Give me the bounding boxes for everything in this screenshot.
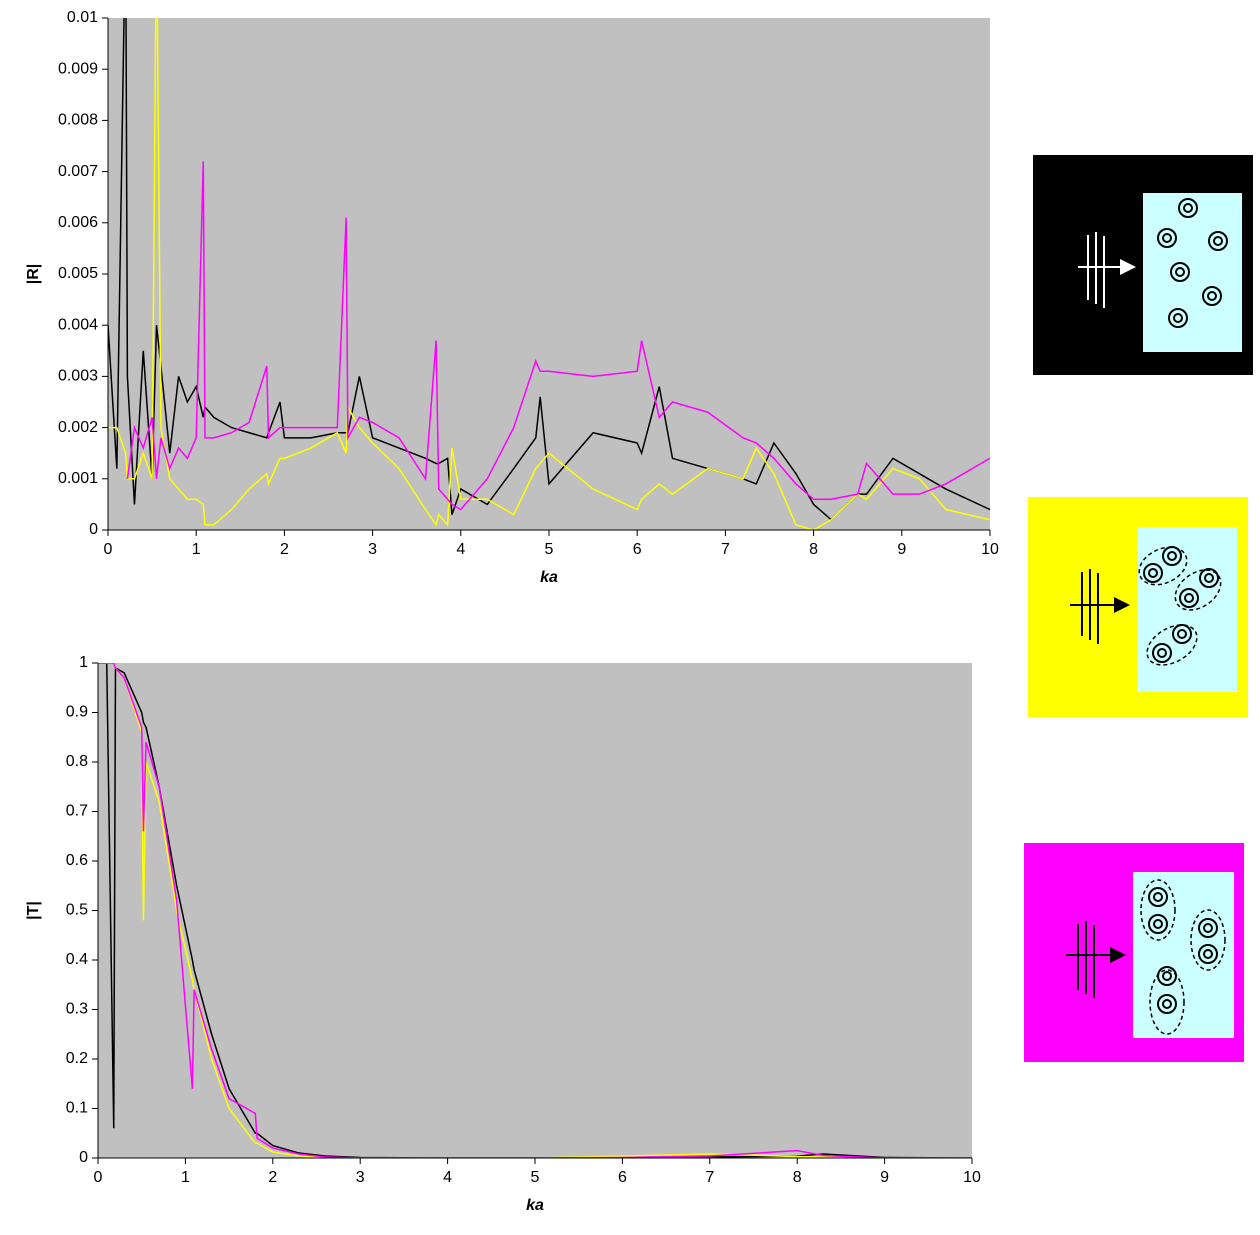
- panel-yellow: [1028, 497, 1248, 717]
- y-tick-label: 0.1: [66, 1100, 88, 1117]
- x-tick-label: 4: [456, 541, 465, 558]
- x-tick-label: 6: [633, 541, 642, 558]
- x-tick-label: 6: [618, 1169, 627, 1186]
- y-tick-label: 0.8: [66, 753, 88, 770]
- y-tick-label: 0.01: [67, 9, 98, 26]
- y-tick-label: 0.5: [66, 902, 88, 919]
- y-axis-label: |R|: [25, 264, 42, 285]
- x-tick-label: 3: [368, 541, 377, 558]
- x-tick-label: 5: [531, 1169, 540, 1186]
- y-tick-label: 0.3: [66, 1001, 88, 1018]
- y-tick-label: 0: [89, 521, 98, 538]
- x-tick-label: 9: [897, 541, 906, 558]
- x-tick-label: 10: [981, 541, 999, 558]
- x-tick-label: 2: [280, 541, 289, 558]
- x-tick-label: 0: [94, 1169, 103, 1186]
- y-tick-label: 0.003: [58, 368, 98, 385]
- y-tick-label: 0.002: [58, 419, 98, 436]
- x-tick-label: 2: [268, 1169, 277, 1186]
- y-tick-label: 0.004: [58, 316, 98, 333]
- y-tick-label: 0.006: [58, 214, 98, 231]
- y-tick-label: 0.6: [66, 852, 88, 869]
- data-line: [126, 161, 990, 511]
- y-tick-label: 1: [79, 654, 88, 671]
- y-tick-label: 0.009: [58, 60, 98, 77]
- y-tick-label: 0.7: [66, 803, 88, 820]
- series-group: [108, 18, 990, 530]
- y-tick-label: 0.2: [66, 1050, 88, 1067]
- data-line: [108, 18, 990, 530]
- x-axis-label: ka: [540, 569, 558, 586]
- y-tick-label: 0: [79, 1149, 88, 1166]
- x-tick-label: 7: [721, 541, 730, 558]
- y-tick-label: 0.001: [58, 470, 98, 487]
- y-tick-label: 0.008: [58, 112, 98, 129]
- x-tick-label: 8: [809, 541, 818, 558]
- data-line: [108, 18, 990, 521]
- x-tick-label: 9: [880, 1169, 889, 1186]
- plot-area: [98, 663, 972, 1158]
- y-tick-label: 0.4: [66, 951, 88, 968]
- x-tick-label: 10: [963, 1169, 981, 1186]
- y-tick-label: 0.9: [66, 704, 88, 721]
- panel-magenta: [1024, 843, 1244, 1062]
- plot-area: [108, 18, 990, 530]
- x-tick-label: 5: [545, 541, 554, 558]
- x-tick-label: 3: [356, 1169, 365, 1186]
- y-axis-label: |T|: [25, 901, 42, 920]
- x-tick-label: 8: [793, 1169, 802, 1186]
- panel-black: [1033, 155, 1253, 375]
- x-tick-label: 1: [192, 541, 201, 558]
- x-axis-label: ka: [526, 1197, 544, 1214]
- x-tick-label: 4: [443, 1169, 452, 1186]
- x-tick-label: 0: [104, 541, 113, 558]
- x-tick-label: 7: [705, 1169, 714, 1186]
- y-tick-label: 0.005: [58, 265, 98, 282]
- data-line: [98, 663, 972, 1158]
- y-tick-label: 0.007: [58, 163, 98, 180]
- x-tick-label: 1: [181, 1169, 190, 1186]
- data-line: [98, 663, 972, 1158]
